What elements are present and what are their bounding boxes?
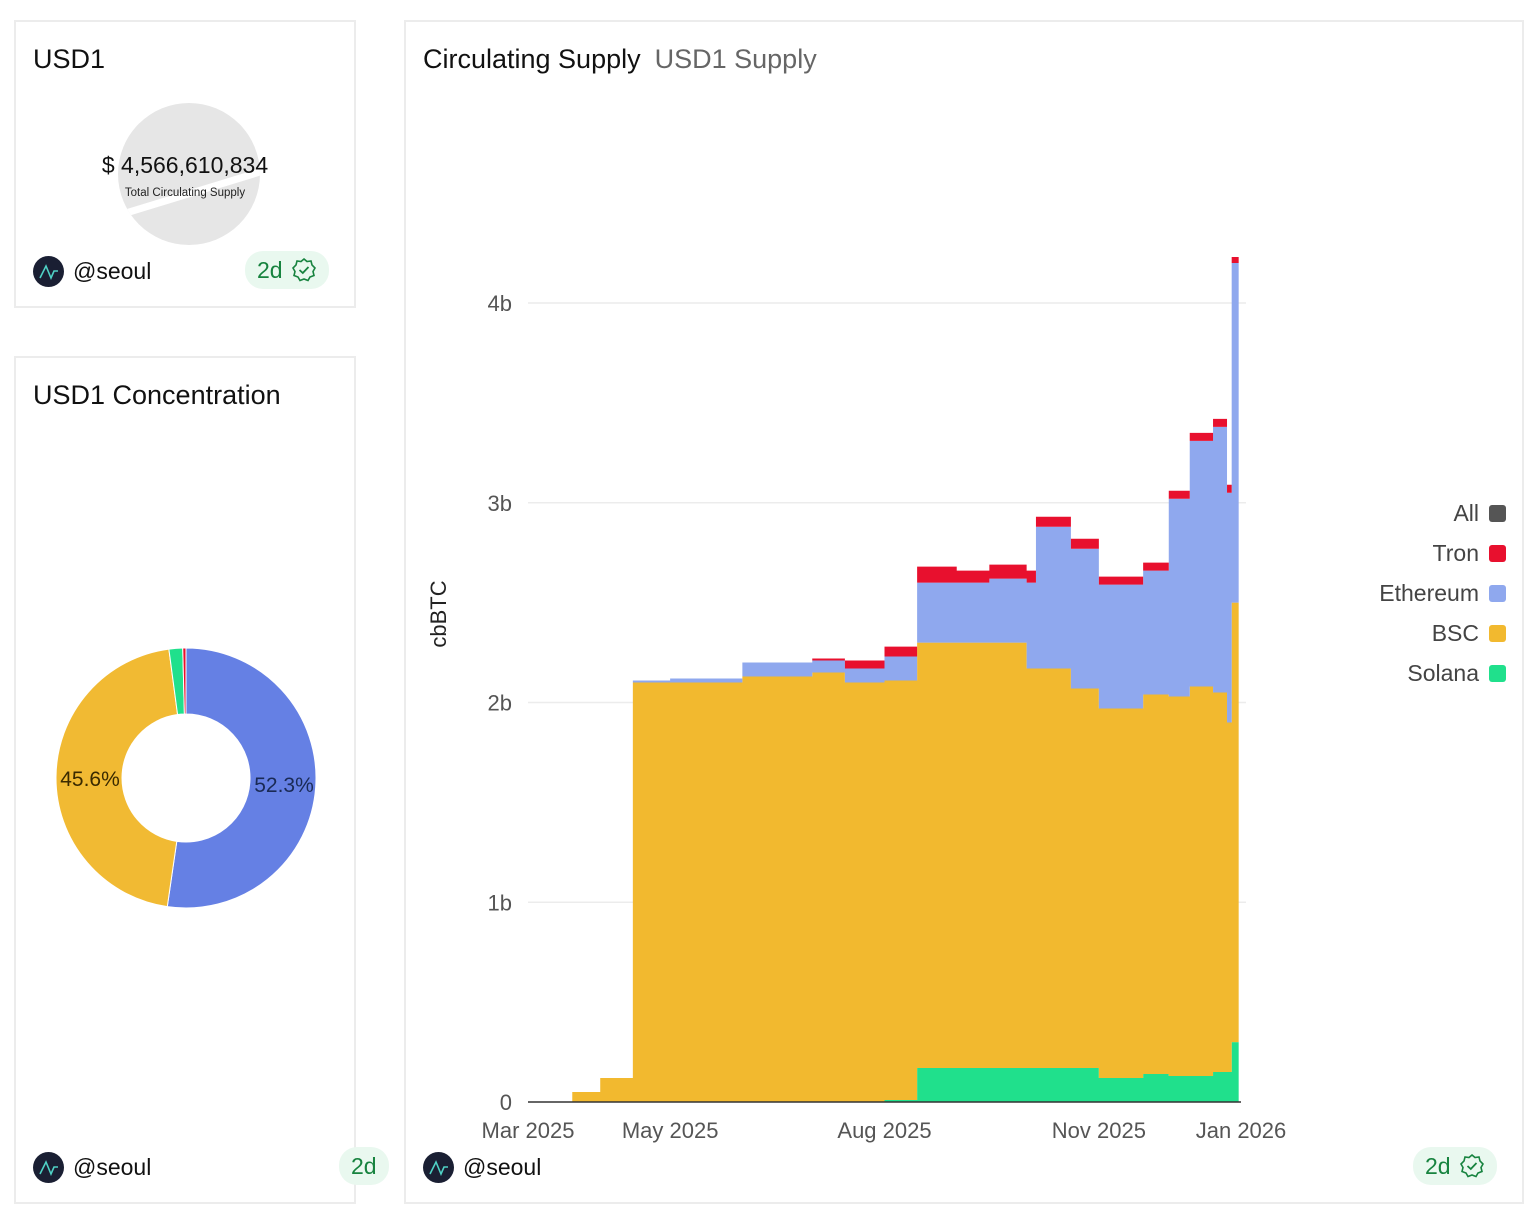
owner-name: @seoul bbox=[73, 258, 152, 284]
counter-title: USD1 bbox=[33, 44, 106, 74]
legend-item-all[interactable]: All bbox=[1453, 500, 1506, 527]
freshness-badge[interactable]: 2d bbox=[339, 1147, 389, 1185]
y-axis-label: cbBTC bbox=[426, 580, 451, 647]
legend-item-solana[interactable]: Solana bbox=[1407, 660, 1506, 687]
legend-label: Solana bbox=[1407, 660, 1479, 686]
age-label: 2d bbox=[1425, 1152, 1451, 1179]
legend-swatch-icon bbox=[1489, 545, 1506, 562]
chart-title-text: Circulating Supply bbox=[423, 44, 641, 74]
legend-swatch-icon bbox=[1489, 625, 1506, 642]
age-label: 2d bbox=[351, 1152, 377, 1179]
x-tick-label: Aug 2025 bbox=[837, 1118, 931, 1143]
pie-title: USD1 Concentration bbox=[33, 380, 281, 410]
series-area-bsc bbox=[528, 602, 1239, 1102]
freshness-badge[interactable]: 2d bbox=[245, 251, 329, 289]
legend-label: BSC bbox=[1431, 620, 1479, 646]
series-area-ethereum bbox=[528, 129, 1239, 1102]
owner-link[interactable]: @seoul bbox=[33, 256, 151, 287]
y-tick-label: 2b bbox=[488, 691, 512, 716]
series-area-solana bbox=[528, 1016, 1239, 1102]
counter-label: Total Circulating Supply bbox=[124, 187, 246, 199]
legend-label: Tron bbox=[1432, 540, 1479, 566]
owner-name: @seoul bbox=[463, 1154, 542, 1180]
x-tick-label: May 2025 bbox=[622, 1118, 719, 1143]
legend-item-ethereum[interactable]: Ethereum bbox=[1379, 580, 1506, 607]
pie-label-bsc: 45.6% bbox=[60, 768, 120, 791]
legend-swatch-icon bbox=[1489, 665, 1506, 682]
x-tick-label: Jan 2026 bbox=[1196, 1118, 1287, 1143]
chart-title: Circulating Supply USD1 Supply bbox=[423, 44, 817, 75]
avatar bbox=[33, 1152, 64, 1183]
x-tick-label: Nov 2025 bbox=[1052, 1118, 1146, 1143]
owner-link[interactable]: @seoul bbox=[423, 1152, 541, 1183]
avatar bbox=[33, 256, 64, 287]
chart-card: Circulating Supply USD1 Supply 0 1b 2b 3b 4b M… bbox=[404, 20, 1524, 1204]
pie-slice-tron bbox=[182, 647, 187, 715]
legend-swatch-icon bbox=[1489, 585, 1506, 602]
y-tick-label: 1b bbox=[488, 890, 512, 915]
pie-slice-bsc bbox=[55, 648, 179, 908]
chart-legend: All Tron Ethereum BSC Solana bbox=[1379, 500, 1506, 687]
chart-subtitle: USD1 Supply bbox=[654, 44, 817, 74]
y-tick-label: 0 bbox=[500, 1090, 512, 1115]
avatar bbox=[423, 1152, 454, 1183]
owner-link[interactable]: @seoul bbox=[33, 1152, 151, 1183]
pie-chart: 52.3% 45.6% bbox=[55, 647, 317, 909]
age-label: 2d bbox=[257, 256, 283, 283]
x-tick-label: Mar 2025 bbox=[482, 1118, 575, 1143]
legend-item-bsc[interactable]: BSC bbox=[1432, 620, 1506, 647]
counter-value: $ 4,566,610,834 bbox=[101, 152, 269, 178]
pie-card: USD1 Concentration 52.3% 45.6% @seoul 2d bbox=[14, 356, 389, 1204]
pie-label-ethereum: 52.3% bbox=[254, 774, 314, 797]
stacked-area-chart: 0 1b 2b 3b 4b Mar 2025 May 2025 Aug 2025 Nov 202… bbox=[426, 123, 1287, 1143]
pie-slice-ethereum bbox=[166, 647, 317, 909]
legend-label: Ethereum bbox=[1379, 580, 1479, 606]
verified-icon bbox=[291, 257, 316, 282]
y-tick-label: 4b bbox=[488, 291, 512, 316]
legend-swatch-icon bbox=[1489, 505, 1506, 522]
verified-icon bbox=[1459, 1153, 1484, 1178]
y-tick-label: 3b bbox=[488, 491, 512, 516]
dune-watermark-icon bbox=[118, 103, 260, 245]
owner-name: @seoul bbox=[73, 1154, 152, 1180]
legend-item-tron[interactable]: Tron bbox=[1433, 540, 1506, 567]
freshness-badge[interactable]: 2d bbox=[1413, 1147, 1497, 1185]
counter-card: USD1 $ 4,566,610,834 Total Circulating S… bbox=[14, 20, 356, 308]
legend-label: All bbox=[1453, 500, 1479, 526]
